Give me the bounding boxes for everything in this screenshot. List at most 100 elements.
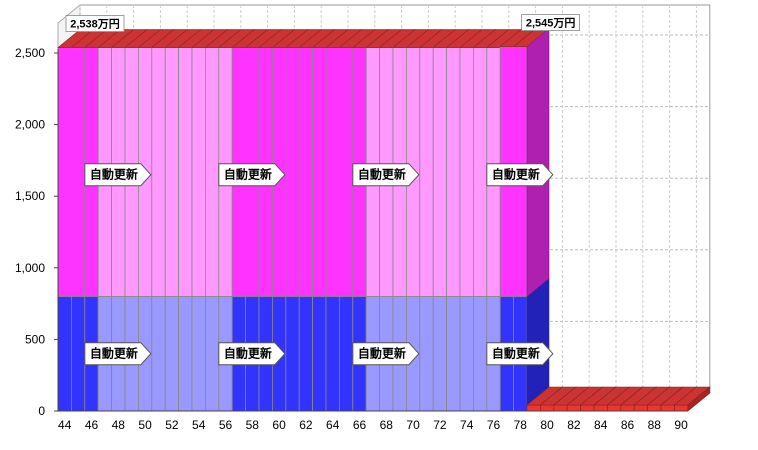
bar-upper-71: [419, 47, 434, 297]
bar-lower-45: [71, 296, 86, 412]
auto-renew-arrow: 自動更新: [84, 342, 152, 366]
bar-lower-44: [57, 296, 72, 412]
arrow-shape: [84, 163, 152, 187]
x-tick-label: 52: [165, 418, 179, 432]
x-tick-label: 68: [380, 418, 394, 432]
y-tick-label: 2,500: [15, 46, 45, 60]
bar-zero-81: [553, 404, 568, 412]
bar-upper-72: [432, 47, 448, 297]
y-tick-label: 1,000: [15, 261, 45, 275]
bar-zero-90: [674, 404, 689, 412]
x-tick-label: 50: [138, 418, 152, 432]
annotation-text: 2,545万円: [526, 17, 576, 30]
arrow-shape: [352, 163, 420, 187]
bar-zero-86: [620, 404, 635, 412]
arrow-label: 自動更新: [358, 346, 406, 361]
auto-renew-arrow: 自動更新: [352, 342, 420, 366]
arrow-label: 自動更新: [492, 346, 540, 361]
bar-side-upper: [526, 27, 550, 298]
bar-upper-65: [338, 47, 354, 297]
bar-upper-54: [191, 47, 206, 297]
bar-zero-85: [607, 404, 622, 412]
arrow-shape: [218, 163, 286, 187]
auto-renew-arrow: 自動更新: [352, 163, 420, 187]
bar-lower-72: [432, 296, 448, 412]
bar-upper-61: [285, 47, 300, 297]
bar-lower-63: [312, 296, 327, 412]
bar-lower-64: [325, 296, 340, 412]
bar-upper-44: [57, 47, 72, 297]
y-tick-label: 2,000: [15, 118, 45, 132]
x-tick-label: 70: [406, 418, 420, 432]
bar-upper-52: [164, 47, 179, 297]
x-tick-label: 72: [433, 418, 447, 432]
auto-renew-arrow: 自動更新: [486, 342, 554, 366]
auto-renew-arrow: 自動更新: [486, 163, 554, 187]
x-tick-label: 76: [487, 418, 501, 432]
bar-zero-83: [580, 404, 595, 412]
annotation-text: 2,538万円: [70, 18, 120, 31]
arrow-label: 自動更新: [90, 167, 138, 182]
bar-lower-73: [446, 296, 461, 412]
arrow-shape: [84, 342, 152, 366]
bar-lower-62: [298, 296, 314, 412]
chart-axes: [54, 49, 688, 412]
y-tick-label: 1,500: [15, 189, 45, 203]
bar-upper-45: [71, 47, 86, 297]
annotation-box: [521, 14, 580, 31]
bar-lower-55: [204, 296, 220, 412]
value-annotation: 2,538万円: [65, 15, 125, 32]
bar-upper-75: [472, 47, 488, 297]
x-tick-label: 54: [192, 418, 206, 432]
bar-upper-64: [325, 47, 340, 297]
bar-zero-87: [633, 404, 648, 412]
arrow-label: 自動更新: [224, 167, 272, 182]
bar-upper-73: [446, 47, 461, 297]
x-tick-label: 88: [648, 418, 662, 432]
annotation-box: [65, 15, 125, 32]
arrow-shape: [486, 163, 554, 187]
bar-upper-63: [312, 47, 327, 297]
bar-zero-89: [660, 404, 675, 412]
bar-lower-52: [164, 296, 179, 412]
arrow-shape: [486, 342, 554, 366]
arrow-label: 自動更新: [492, 167, 540, 182]
arrow-shape: [218, 342, 286, 366]
x-tick-label: 64: [326, 418, 340, 432]
value-annotation: 2,545万円: [521, 14, 580, 31]
bar-lower-54: [191, 296, 206, 412]
x-tick-label: 44: [58, 418, 72, 432]
arrow-shape: [352, 342, 420, 366]
bar-upper-55: [204, 47, 220, 297]
auto-renew-arrow: 自動更新: [218, 342, 286, 366]
x-tick-label: 80: [540, 418, 554, 432]
x-tick-label: 62: [299, 418, 313, 432]
bar-upper-62: [298, 47, 314, 297]
bar-lower-51: [151, 296, 166, 412]
bar-zero-side: [687, 386, 711, 412]
bar-lower-71: [419, 296, 434, 412]
auto-renew-arrow: 自動更新: [84, 163, 152, 187]
arrow-label: 自動更新: [358, 167, 406, 182]
x-tick-label: 56: [219, 418, 233, 432]
bar-zero-82: [566, 404, 581, 412]
x-tick-label: 74: [460, 418, 474, 432]
arrow-label: 自動更新: [90, 346, 138, 361]
bar-upper-51: [151, 47, 166, 297]
bar-lower-75: [472, 296, 488, 412]
bar-upper-74: [459, 47, 474, 297]
x-tick-label: 82: [567, 418, 581, 432]
bar-lower-61: [285, 296, 300, 412]
arrow-label: 自動更新: [224, 346, 272, 361]
x-tick-label: 60: [272, 418, 286, 432]
x-tick-label: 78: [514, 418, 528, 432]
x-tick-label: 66: [353, 418, 367, 432]
bar-lower-65: [338, 296, 354, 412]
bar-zero-80: [540, 404, 555, 412]
bar-lower-53: [178, 296, 193, 412]
y-tick-label: 0: [38, 404, 45, 418]
x-tick-label: 48: [112, 418, 126, 432]
x-tick-label: 58: [246, 418, 260, 432]
bar-zero-84: [593, 404, 608, 412]
